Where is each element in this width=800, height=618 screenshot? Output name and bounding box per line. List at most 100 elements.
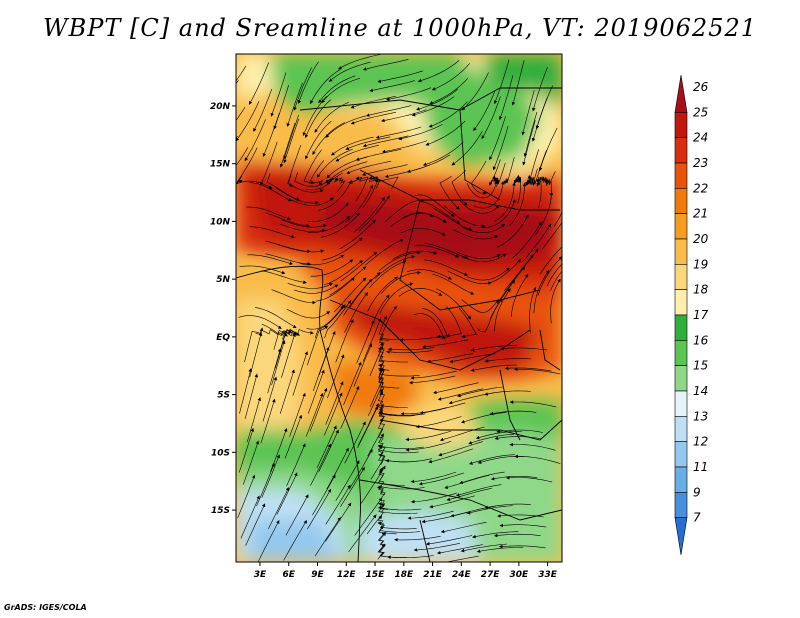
streamline [286, 443, 306, 487]
streamline [325, 381, 344, 425]
streamline [316, 148, 353, 178]
streamline [260, 398, 276, 444]
streamline [247, 254, 294, 265]
streamline [511, 60, 525, 106]
map-frame [235, 53, 563, 563]
streamline [415, 416, 462, 429]
streamline [262, 376, 278, 422]
streamline [367, 294, 390, 336]
streamline [378, 407, 420, 416]
streamline [511, 273, 529, 317]
streamline [387, 555, 434, 559]
streamline [539, 246, 562, 275]
streamline [318, 429, 339, 473]
streamline [496, 266, 526, 304]
streamline [279, 369, 295, 414]
colorbar-label: 17 [693, 308, 709, 322]
streamline [312, 346, 330, 391]
streamline [451, 169, 468, 206]
streamline [378, 367, 400, 389]
streamline [419, 402, 466, 415]
streamline [304, 99, 332, 139]
streamline [398, 288, 443, 297]
streamline [498, 544, 546, 549]
streamline [369, 80, 415, 93]
streamline [334, 277, 367, 313]
streamline [256, 462, 275, 507]
lon-label: 27E [481, 570, 501, 580]
streamline [344, 421, 366, 464]
colorbar-label: 19 [693, 257, 708, 271]
streamline [392, 250, 438, 260]
streamline [429, 78, 469, 105]
streamline [493, 533, 541, 538]
streamline [249, 226, 296, 239]
streamline [285, 494, 309, 536]
streamline [378, 368, 420, 377]
streamline [309, 387, 328, 432]
streamline [500, 346, 548, 351]
streamline [308, 160, 325, 186]
streamline [318, 330, 336, 376]
streamline [377, 345, 408, 363]
streamline [439, 175, 460, 210]
streamline [513, 367, 561, 375]
streamline [345, 184, 373, 223]
streamline [283, 118, 300, 164]
streamline [433, 382, 479, 395]
streamline [266, 173, 300, 201]
streamline [446, 487, 492, 502]
streamline [293, 67, 312, 111]
streamline [261, 270, 307, 284]
streamline [529, 286, 537, 333]
lon-label: 15E [366, 570, 386, 580]
streamline [255, 307, 297, 329]
streamline [268, 486, 289, 530]
streamline [275, 187, 319, 205]
streamline [305, 120, 332, 160]
streamline [361, 164, 408, 176]
streamline [260, 141, 278, 186]
streamline [362, 318, 382, 362]
streamline [381, 140, 428, 154]
latitude-axis: 20N 15N 10N 5N EQ 5S 10S 15S [210, 102, 236, 516]
streamline [307, 369, 325, 414]
colorbar-swatch [674, 264, 688, 290]
colorbar-label: 25 [693, 105, 708, 119]
streamline [532, 150, 547, 186]
streamline [297, 61, 319, 104]
streamline [495, 162, 506, 185]
streamline [318, 75, 356, 104]
streamline [482, 199, 516, 229]
streamline [379, 305, 397, 341]
streamline [436, 288, 472, 320]
streamline [411, 96, 455, 117]
streamline [461, 224, 506, 234]
streamline [499, 523, 547, 528]
streamline [472, 531, 519, 539]
streamline [248, 62, 269, 105]
streamline [437, 388, 484, 401]
streamline [409, 375, 456, 385]
streamline [380, 502, 422, 511]
colorbar-label: 20 [693, 232, 709, 246]
lat-label: 15S [211, 506, 230, 516]
lon-label: 12E [337, 570, 357, 580]
streamline [509, 182, 527, 226]
lon-label: 33E [538, 570, 558, 580]
streamline [354, 196, 385, 233]
streamline [470, 345, 518, 352]
streamline [312, 474, 336, 516]
streamline [329, 266, 367, 296]
streamline [545, 178, 552, 208]
streamline [473, 180, 505, 209]
streamline [236, 100, 260, 142]
streamline [236, 65, 247, 82]
streamline [318, 180, 352, 211]
streamline [326, 447, 349, 490]
colorbar-swatch [674, 314, 688, 341]
colorbar-swatch [674, 365, 688, 392]
streamline [451, 130, 483, 166]
streamline [333, 177, 346, 193]
streamline [299, 254, 345, 266]
